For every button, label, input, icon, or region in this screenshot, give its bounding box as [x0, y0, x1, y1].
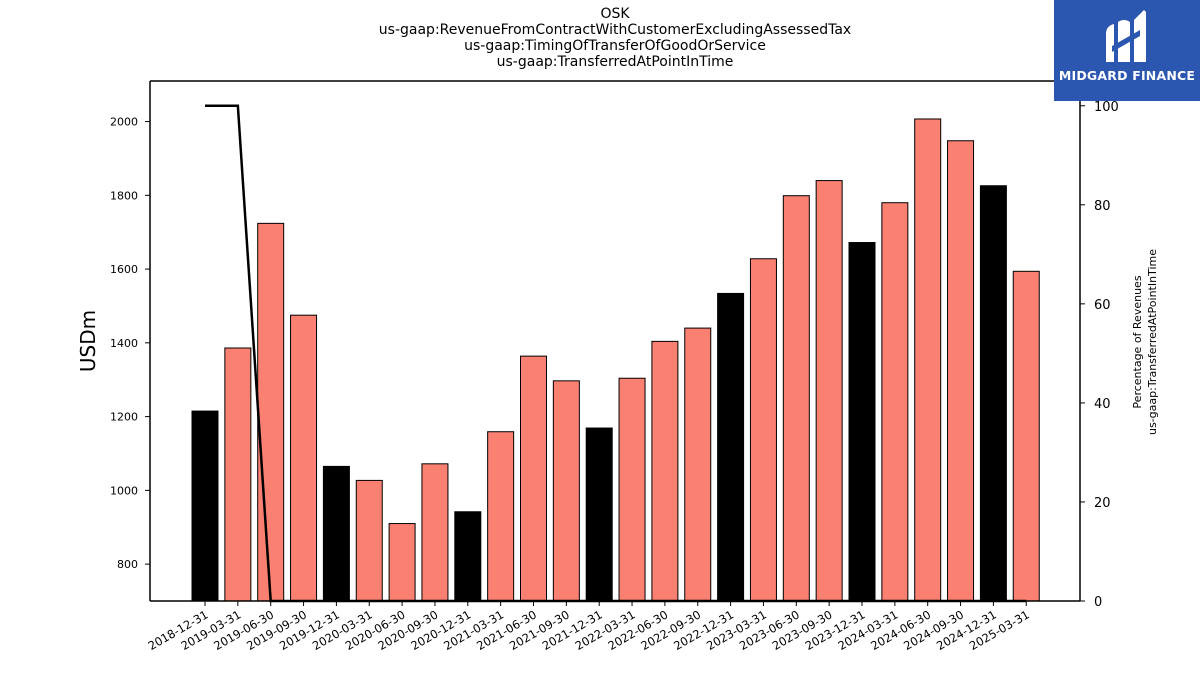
bar-2019-03-31: [224, 347, 252, 602]
chart-title-line-4: us-gaap:TransferredAtPointInTime: [496, 54, 734, 70]
bar-2024-09-30: [947, 140, 975, 602]
bar-2018-12-31: [191, 410, 219, 602]
midgard-logo-icon: [1106, 10, 1146, 62]
bar-2024-12-31: [979, 185, 1007, 602]
bar-2021-09-30: [552, 380, 580, 602]
y2-tick-label-60: 60: [1094, 298, 1111, 313]
percentage-line: [205, 104, 1027, 603]
chart-title-line-1: OSK: [600, 6, 630, 22]
y2-axis-label-line-2: us-gaap:TransferredAtPointInTime: [1146, 249, 1159, 435]
bar-2024-06-30: [914, 118, 942, 602]
bar-2022-06-30: [651, 340, 679, 602]
y2-tick-label-0: 0: [1094, 595, 1102, 610]
bar-2021-03-31: [487, 431, 515, 602]
bar-2023-12-31: [848, 242, 876, 602]
y2-tick-label-100: 100: [1094, 100, 1119, 115]
y2-tick-label-80: 80: [1094, 199, 1111, 214]
y-tick-label-1200: 1200: [110, 411, 138, 424]
bar-2020-03-31: [355, 479, 383, 602]
bar-2022-03-31: [618, 377, 646, 602]
bar-2025-03-31: [1012, 270, 1040, 602]
bar-2021-06-30: [520, 355, 547, 602]
y2-tick-label-20: 20: [1094, 496, 1111, 511]
y-tick-label-1600: 1600: [110, 263, 138, 276]
y-tick-label-2000: 2000: [110, 116, 138, 129]
y-tick-label-800: 800: [117, 558, 138, 571]
y-axis-label: USDm: [76, 310, 100, 372]
chart-title-line-3: us-gaap:TimingOfTransferOfGoodOrService: [464, 38, 766, 54]
bar-2022-09-30: [684, 327, 712, 602]
logo-text: MIDGARD FINANCE: [1058, 68, 1196, 83]
y-tick-label-1400: 1400: [110, 337, 138, 350]
y2-axis-label-line-1: Percentage of Revenues: [1131, 275, 1144, 408]
y-tick-label-1800: 1800: [110, 189, 138, 202]
bar-2020-06-30: [388, 523, 416, 602]
bar-2021-12-31: [585, 427, 613, 602]
bar-2024-03-31: [881, 202, 909, 602]
chart-title-line-2: us-gaap:RevenueFromContractWithCustomerE…: [378, 22, 852, 38]
bar-2022-12-31: [717, 292, 745, 602]
y-tick-label-1000: 1000: [110, 484, 138, 497]
bar-2019-06-30: [257, 222, 285, 602]
y2-tick-label-40: 40: [1094, 397, 1111, 412]
bar-2023-03-31: [749, 258, 777, 602]
bar-2020-12-31: [454, 511, 482, 602]
bar-2023-06-30: [782, 195, 810, 602]
brand-logo: MIDGARD FINANCE: [1054, 0, 1200, 101]
bar-2019-09-30: [290, 314, 318, 602]
bar-2019-12-31: [322, 465, 350, 602]
bar-2020-09-30: [421, 463, 449, 602]
bar-2023-09-30: [815, 180, 843, 602]
